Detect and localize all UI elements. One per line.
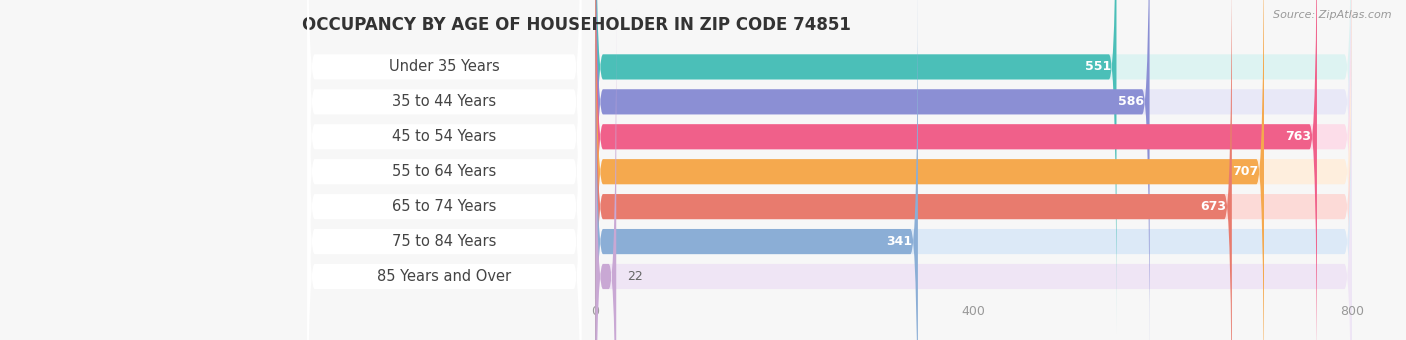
Text: Under 35 Years: Under 35 Years — [389, 59, 499, 74]
Text: 707: 707 — [1232, 165, 1258, 178]
FancyBboxPatch shape — [595, 0, 1150, 340]
FancyBboxPatch shape — [595, 0, 1353, 340]
Text: 45 to 54 Years: 45 to 54 Years — [392, 129, 496, 144]
Text: 22: 22 — [627, 270, 644, 283]
Text: OCCUPANCY BY AGE OF HOUSEHOLDER IN ZIP CODE 74851: OCCUPANCY BY AGE OF HOUSEHOLDER IN ZIP C… — [302, 16, 851, 34]
Text: Source: ZipAtlas.com: Source: ZipAtlas.com — [1274, 10, 1392, 20]
FancyBboxPatch shape — [307, 0, 581, 340]
Text: 586: 586 — [1118, 95, 1144, 108]
FancyBboxPatch shape — [595, 0, 1353, 340]
FancyBboxPatch shape — [595, 0, 1317, 340]
Text: 35 to 44 Years: 35 to 44 Years — [392, 94, 496, 109]
FancyBboxPatch shape — [595, 0, 1116, 334]
FancyBboxPatch shape — [595, 0, 1353, 334]
FancyBboxPatch shape — [307, 0, 581, 340]
FancyBboxPatch shape — [307, 0, 581, 340]
FancyBboxPatch shape — [307, 0, 581, 334]
FancyBboxPatch shape — [595, 0, 1353, 340]
Text: 341: 341 — [886, 235, 912, 248]
FancyBboxPatch shape — [595, 0, 1264, 340]
Text: 673: 673 — [1201, 200, 1226, 213]
FancyBboxPatch shape — [595, 0, 1353, 340]
Text: 551: 551 — [1084, 61, 1111, 73]
FancyBboxPatch shape — [595, 0, 1353, 340]
FancyBboxPatch shape — [595, 10, 1353, 340]
Text: 763: 763 — [1285, 130, 1312, 143]
FancyBboxPatch shape — [595, 0, 918, 340]
Text: 55 to 64 Years: 55 to 64 Years — [392, 164, 496, 179]
FancyBboxPatch shape — [595, 10, 616, 340]
FancyBboxPatch shape — [307, 10, 581, 340]
FancyBboxPatch shape — [307, 0, 581, 340]
FancyBboxPatch shape — [307, 0, 581, 340]
Text: 85 Years and Over: 85 Years and Over — [377, 269, 512, 284]
Text: 75 to 84 Years: 75 to 84 Years — [392, 234, 496, 249]
Text: 65 to 74 Years: 65 to 74 Years — [392, 199, 496, 214]
FancyBboxPatch shape — [595, 0, 1232, 340]
